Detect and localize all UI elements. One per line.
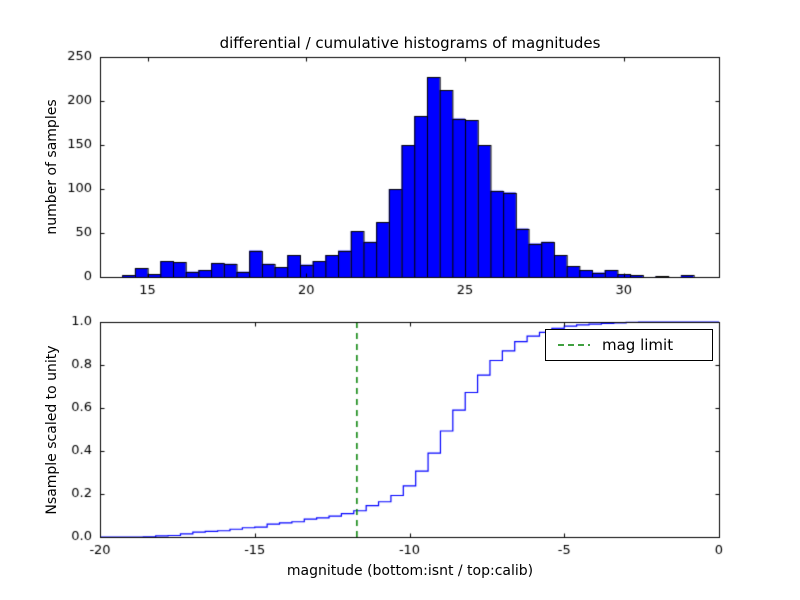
chart-title: differential / cumulative histograms of … (219, 34, 601, 52)
legend: mag limit (545, 329, 713, 361)
top-histogram-plot (100, 57, 719, 277)
bottom-y-axis-label: Nsample scaled to unity (44, 345, 60, 515)
x-axis-label: magnitude (bottom:isnt / top:calib) (286, 563, 534, 579)
top-y-axis-label: number of samples (44, 99, 60, 235)
mag-limit-line-icon (558, 344, 590, 346)
legend-label: mag limit (602, 336, 674, 354)
